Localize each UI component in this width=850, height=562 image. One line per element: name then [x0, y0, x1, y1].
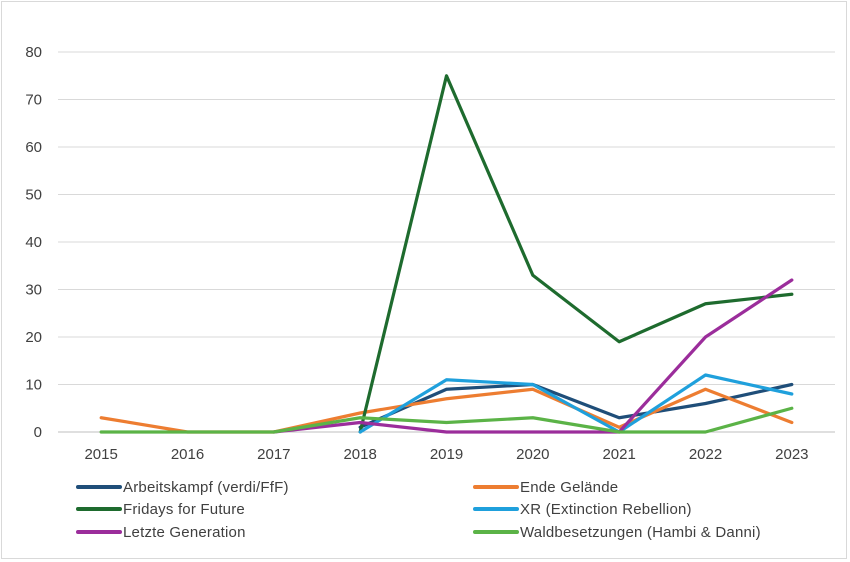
legend-label: Waldbesetzungen (Hambi & Danni) [520, 524, 761, 541]
legend-item: Fridays for Future [76, 501, 245, 518]
legend-label: Arbeitskampf (verdi/FfF) [123, 479, 289, 496]
x-tick-label: 2019 [430, 446, 463, 463]
x-tick-label: 2018 [343, 446, 376, 463]
legend-item: Letzte Generation [76, 524, 246, 541]
series-lines [99, 74, 794, 434]
y-tick-label: 10 [25, 377, 42, 394]
y-tick-label: 70 [25, 92, 42, 109]
y-tick-label: 80 [25, 44, 42, 61]
x-tick-label: 2020 [516, 446, 549, 463]
legend: Arbeitskampf (verdi/FfF) Ende Gelände Frid… [76, 479, 761, 541]
y-tick-label: 50 [25, 187, 42, 204]
series-line-letzte-generation [272, 278, 794, 434]
legend-item: Arbeitskampf (verdi/FfF) [76, 479, 289, 496]
legend-label: XR (Extinction Rebellion) [520, 501, 692, 518]
legend-item: Ende Gelände [473, 479, 618, 496]
legend-item: XR (Extinction Rebellion) [473, 501, 692, 518]
y-axis-ticks: 0 10 20 30 40 50 60 70 80 [25, 44, 42, 441]
x-tick-label: 2021 [602, 446, 635, 463]
x-tick-label: 2016 [171, 446, 204, 463]
series-line-arbeitskampf-verdi-fff [358, 382, 794, 429]
gridlines [58, 51, 835, 433]
y-tick-label: 20 [25, 329, 42, 346]
legend-label: Ende Gelände [520, 479, 618, 496]
x-axis-ticks: 2015 2016 2017 2018 2019 2020 2021 2022 2023 [84, 446, 808, 463]
series-line-waldbesetzungen-hambi-danni [99, 406, 794, 434]
y-tick-label: 60 [25, 139, 42, 156]
series-line-ende-gel-nde [99, 387, 794, 434]
x-tick-label: 2023 [775, 446, 808, 463]
y-tick-label: 0 [34, 424, 42, 441]
y-tick-label: 40 [25, 234, 42, 251]
series-line-xr-extinction-rebellion [358, 373, 794, 434]
y-tick-label: 30 [25, 282, 42, 299]
legend-item: Waldbesetzungen (Hambi & Danni) [473, 524, 761, 541]
x-tick-label: 2022 [689, 446, 722, 463]
x-tick-label: 2017 [257, 446, 290, 463]
legend-label: Fridays for Future [123, 501, 245, 518]
legend-label: Letzte Generation [123, 524, 246, 541]
series-line-fridays-for-future [358, 74, 794, 434]
x-tick-label: 2015 [84, 446, 117, 463]
